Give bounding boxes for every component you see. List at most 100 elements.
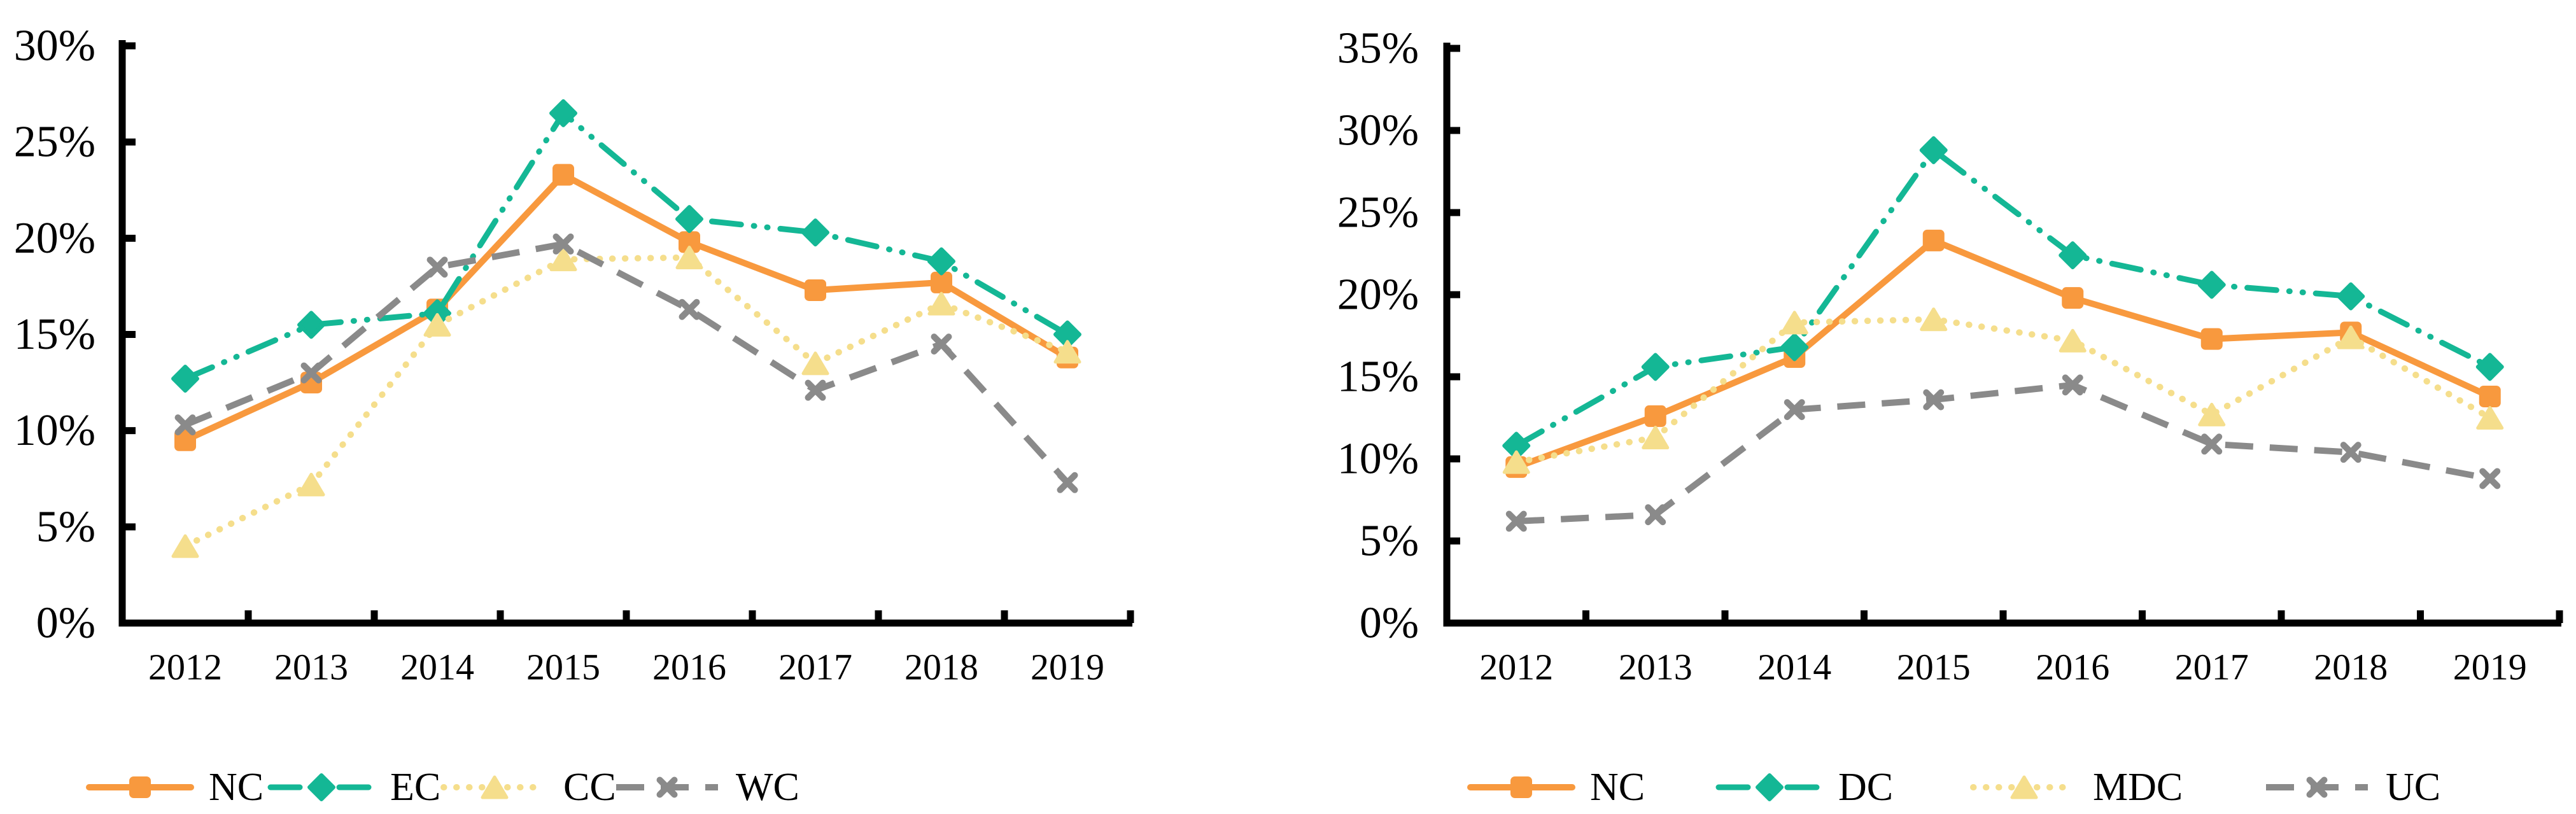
marker-triangle-cc-2015: [549, 248, 577, 272]
y-tick-label: 15%: [1337, 353, 1419, 402]
marker-diamond-dc-2013: [1641, 353, 1670, 381]
y-tick-label: 25%: [1337, 188, 1419, 237]
y-tick-label: 0%: [36, 599, 95, 648]
series-line-cc: [182, 254, 1071, 550]
legend-marker-diamond-ec: [307, 773, 335, 801]
x-tick-label: 2016: [652, 647, 726, 688]
marker-square-nc-2012: [174, 429, 196, 451]
marker-diamond-ec-2018: [927, 247, 955, 276]
legend-label: MDC: [2093, 766, 2183, 809]
x-axis-ticks: 2012 2013 2014 2015 2016 2017 2018 2019: [148, 610, 1134, 688]
legend-item-nc: NC: [86, 766, 264, 809]
marker-x-wc-2014: [426, 256, 448, 278]
x-tick-label: 2016: [2036, 647, 2109, 688]
marker-x-wc-2012: [174, 414, 196, 436]
line-chart-left-svg: 0%5%10%15%20%25%30%2012 2013 2014 2015 2016 2…: [14, 22, 1134, 809]
marker-triangle-mdc-2012: [1502, 450, 1530, 474]
marker-triangle-cc-2018: [927, 291, 955, 316]
axes: [1443, 43, 2561, 627]
y-tick-label: 30%: [1337, 106, 1419, 155]
legend-marker-square-nc: [129, 776, 151, 798]
legend-marker-x-wc: [656, 776, 678, 798]
marker-square-nc-2013: [1644, 405, 1666, 427]
marker-triangle-mdc-2013: [1642, 425, 1670, 449]
marker-triangle-cc-2014: [423, 312, 451, 337]
marker-diamond-dc-2018: [2337, 282, 2365, 311]
marker-square-nc-2016: [679, 231, 700, 253]
marker-diamond-dc-2017: [2197, 270, 2226, 299]
marker-diamond-ec-2012: [171, 365, 199, 393]
marker-x-wc-2016: [679, 298, 700, 320]
marker-x-wc-2018: [931, 333, 952, 355]
series-line-ec: [182, 110, 1071, 382]
marker-square-nc-2015: [553, 164, 574, 186]
line-chart-right: 0% 5% 10% 15% 20% 25% 30% 35% 2012 2013 2014 2015 20…: [1288, 0, 2576, 814]
y-tick-label: 5%: [1360, 517, 1419, 566]
marker-x-wc-2015: [553, 233, 574, 255]
x-tick-label: 2018: [904, 647, 978, 688]
series-mdc: [1502, 307, 2504, 474]
x-tick-label: 2019: [2453, 647, 2527, 688]
series-wc: [174, 233, 1078, 493]
legend-item-cc: CC: [440, 766, 616, 809]
marker-triangle-mdc-2017: [2198, 402, 2226, 426]
series-line-uc: [1516, 381, 2491, 525]
marker-triangle-cc-2017: [801, 351, 829, 375]
marker-triangle-mdc-2016: [2059, 328, 2087, 353]
legend-item-ec: EC: [267, 766, 440, 809]
x-tick-label: 2014: [400, 647, 474, 688]
marker-diamond-dc-2019: [2475, 353, 2504, 381]
legend-item-nc: NC: [1467, 766, 1645, 809]
legend-item-dc: DC: [1715, 766, 1893, 809]
marker-diamond-dc-2014: [1780, 333, 1809, 361]
marker-square-nc-2019: [2479, 385, 2501, 407]
marker-triangle-cc-2016: [675, 246, 703, 270]
y-tick-label: 35%: [1337, 24, 1419, 73]
legend-left: NC EC CC WC: [86, 766, 799, 809]
x-tick-label: 2015: [526, 647, 600, 688]
legend-item-wc: WC: [616, 766, 799, 809]
line-chart-right-svg: 0%5%10%15%20%25%30%35%2012 2013 2014 2015 20…: [1337, 24, 2563, 809]
legend-label: WC: [736, 766, 799, 809]
legend-marker-diamond-dc: [1756, 773, 1784, 801]
marker-triangle-cc-2012: [171, 534, 199, 558]
y-tick-label: 20%: [1337, 270, 1419, 319]
marker-triangle-cc-2019: [1053, 340, 1081, 364]
marker-diamond-dc-2016: [2059, 241, 2087, 270]
marker-x-uc-2018: [2340, 442, 2361, 463]
x-tick-label: 2012: [1479, 647, 1553, 688]
x-tick-label: 2012: [148, 647, 222, 688]
y-tick-label: 30%: [14, 22, 95, 71]
marker-x-wc-2017: [805, 379, 826, 401]
y-tick-label: 15%: [14, 310, 95, 359]
marker-triangle-mdc-2015: [1920, 307, 1948, 332]
y-tick-label: 0%: [1360, 599, 1419, 648]
marker-x-uc-2019: [2479, 468, 2501, 489]
y-tick-label: 20%: [14, 214, 95, 263]
legend-marker-square-nc: [1510, 776, 1532, 798]
legend-label: EC: [390, 766, 440, 809]
legend-label: DC: [1838, 766, 1893, 809]
marker-triangle-cc-2013: [297, 472, 325, 496]
series-uc: [1505, 374, 2501, 532]
x-tick-label: 2014: [1757, 647, 1831, 688]
series-ec: [171, 99, 1081, 393]
marker-x-uc-2013: [1645, 504, 1666, 526]
marker-diamond-ec-2016: [675, 205, 703, 234]
marker-diamond-dc-2015: [1919, 136, 1948, 164]
legend-label: CC: [563, 766, 616, 809]
marker-triangle-mdc-2014: [1780, 311, 1808, 335]
marker-x-uc-2012: [1505, 510, 1527, 532]
legend-marker-x-uc: [2306, 776, 2328, 798]
marker-x-uc-2014: [1784, 399, 1805, 421]
series-line-nc: [182, 171, 1071, 444]
marker-diamond-ec-2015: [549, 99, 577, 127]
marker-diamond-ec-2013: [297, 311, 325, 339]
y-axis-ticks: 0% 5% 10% 15% 20% 25% 30% 35%: [1337, 24, 1460, 648]
legend-item-mdc: MDC: [1970, 766, 2183, 809]
series-line-wc: [184, 241, 1070, 485]
x-tick-label: 2013: [1619, 647, 1693, 688]
legend-label: NC: [1590, 766, 1645, 809]
y-tick-label: 25%: [14, 118, 95, 167]
series-line-dc: [1513, 147, 2493, 449]
